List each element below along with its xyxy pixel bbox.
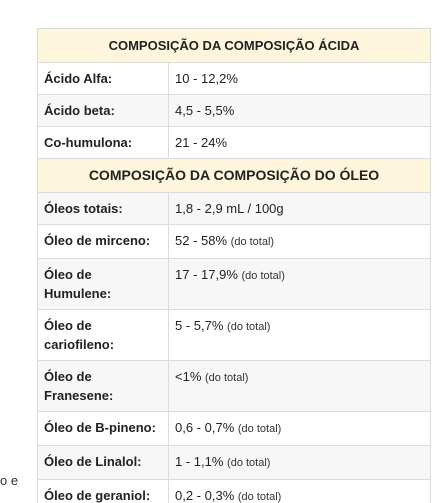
row-value: 10 - 12,2% [167, 62, 432, 95]
table-row: Óleo de cariofileno: 5 - 5,7% (do total) [37, 309, 432, 361]
value-text: 0,6 - 0,7% [175, 420, 235, 435]
value-text: 10 - 12,2% [175, 71, 238, 86]
value-note: (do total) [230, 236, 275, 248]
row-value: 0,6 - 0,7% (do total) [167, 411, 432, 446]
row-label: Óleos totais: [37, 192, 169, 225]
table-row: Óleo de mirceno: 52 - 58% (do total) [37, 224, 432, 259]
table-row: Co-humulona: 21 - 24% [37, 126, 432, 159]
acid-header-row: COMPOSIÇÃO DA COMPOSIÇÃO ÁCIDA [36, 28, 432, 63]
row-label: Ácido Alfa: [37, 62, 169, 95]
oil-composition-header: COMPOSIÇÃO DA COMPOSIÇÃO DO ÓLEO [36, 158, 432, 193]
acid-composition-header: COMPOSIÇÃO DA COMPOSIÇÃO ÁCIDA [36, 28, 432, 63]
value-note: (do total) [205, 372, 249, 384]
table-row: Óleo de Linalol: 1 - 1,1% (do total) [37, 445, 432, 480]
row-value: 1 - 1,1% (do total) [167, 445, 432, 480]
value-text: 0,2 - 0,3% [175, 488, 235, 503]
oil-header-row: COMPOSIÇÃO DA COMPOSIÇÃO DO ÓLEO [36, 158, 432, 193]
row-value: 52 - 58% (do total) [167, 224, 432, 259]
table-row: Ácido Alfa: 10 - 12,2% [37, 62, 432, 95]
hop-composition-table: COMPOSIÇÃO DA COMPOSIÇÃO ÁCIDA Ácido Alf… [36, 28, 432, 503]
row-label: Co-humulona: [37, 126, 169, 159]
value-note: (do total) [227, 457, 271, 469]
table-row: Óleo de B-pineno: 0,6 - 0,7% (do total) [37, 411, 432, 446]
row-value: <1% (do total) [167, 360, 432, 412]
value-text: 1 - 1,1% [175, 454, 224, 469]
value-note: (do total) [237, 491, 282, 503]
value-text: 1,8 - 2,9 mL / 100g [175, 201, 284, 216]
row-label: Óleo de geraniol: [37, 479, 169, 503]
value-text: 5 - 5,7% [175, 318, 224, 333]
table-row: Óleo de geraniol: 0,2 - 0,3% (do total) [37, 479, 432, 503]
table-row: Ácido beta: 4,5 - 5,5% [37, 94, 432, 127]
row-label: Óleo de cariofileno: [37, 309, 169, 361]
value-text: 21 - 24% [175, 135, 228, 150]
row-label: Óleo de Humulene: [37, 258, 169, 310]
row-label: Óleo de mirceno: [37, 224, 169, 259]
value-text: <1% [175, 369, 202, 384]
row-value: 5 - 5,7% (do total) [167, 309, 432, 361]
row-label: Óleo de Linalol: [37, 445, 169, 480]
row-value: 0,2 - 0,3% (do total) [167, 479, 432, 503]
value-text: 17 - 17,9% [175, 267, 238, 282]
value-note: (do total) [241, 270, 285, 282]
row-label: Óleo de B-pineno: [37, 411, 169, 446]
value-text: 52 - 58% [175, 233, 228, 248]
value-text: 4,5 - 5,5% [175, 103, 235, 118]
row-value: 4,5 - 5,5% [167, 94, 432, 127]
row-value: 21 - 24% [167, 126, 432, 159]
table-row: Óleo de Franesene: <1% (do total) [37, 360, 432, 412]
value-note: (do total) [237, 423, 282, 435]
row-label: Óleo de Franesene: [37, 360, 169, 412]
table-row: Óleos totais: 1,8 - 2,9 mL / 100g [37, 192, 432, 225]
row-label: Ácido beta: [37, 94, 169, 127]
table-row: Óleo de Humulene: 17 - 17,9% (do total) [37, 258, 432, 310]
row-value: 17 - 17,9% (do total) [167, 258, 432, 310]
truncated-text-fragment: o e [0, 473, 19, 488]
value-note: (do total) [227, 321, 271, 333]
row-value: 1,8 - 2,9 mL / 100g [167, 192, 432, 225]
